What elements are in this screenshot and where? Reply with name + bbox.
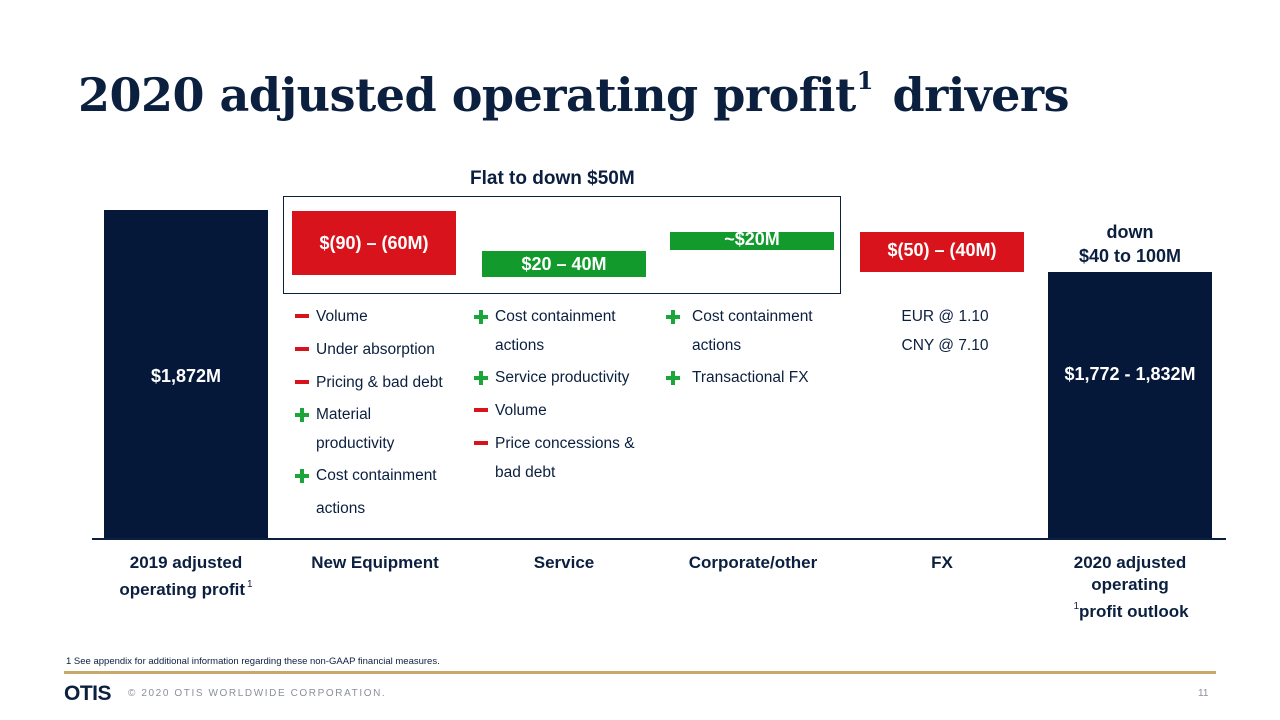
plus-icon xyxy=(666,310,680,324)
category-label-2019-line1: 2019 adjusted xyxy=(129,553,243,572)
plus-icon xyxy=(474,310,488,324)
driver-ne-cost-1: Cost containment xyxy=(316,467,437,484)
driver-ne-under-absorption: Under absorption xyxy=(316,341,435,358)
category-label-2019: 2019 adjusted operating profit 1 xyxy=(104,552,268,601)
page-title: 2020 adjusted operating profit1 drivers xyxy=(78,66,1070,122)
driver-corp-cost-2: actions xyxy=(692,337,742,354)
driver-ne-volume: Volume xyxy=(316,308,368,325)
driver-svc-productivity: Service productivity xyxy=(495,369,630,386)
bar-label-2020: $1,772 - 1,832M xyxy=(1064,364,1196,384)
driver-svc-cost-2: actions xyxy=(495,337,545,354)
driver-ne-cost-2: actions xyxy=(316,500,366,517)
plus-icon xyxy=(474,371,488,385)
title-footnote-marker: 1 xyxy=(856,66,874,95)
driver-ne-material-1: Material xyxy=(316,406,372,423)
plus-icon xyxy=(666,371,680,385)
driver-svc-price-2: bad debt xyxy=(495,464,556,481)
footnote: 1 See appendix for additional informatio… xyxy=(66,656,440,667)
bar-label-2019: $1,872M xyxy=(150,366,222,386)
minus-icon xyxy=(295,309,309,323)
chart-title: Flat to down $50M xyxy=(470,168,635,189)
driver-ne-material-2: productivity xyxy=(316,435,395,452)
driver-svc-price-1: Price concessions & xyxy=(495,435,635,452)
driver-svc-cost-1: Cost containment xyxy=(495,308,616,325)
driver-fx-eur: EUR @ 1.10 xyxy=(901,308,989,325)
minus-icon xyxy=(295,342,309,356)
footer-divider xyxy=(64,671,1216,674)
title-suffix: drivers xyxy=(892,68,1070,122)
bar-service xyxy=(482,251,646,277)
bar-label-corporate-other: ~$20M xyxy=(724,229,780,249)
category-label-2020: 2020 adjusted operating 1profit outlook xyxy=(1048,552,1212,623)
bar-label-service: $20 – 40M xyxy=(521,254,607,274)
chart-baseline xyxy=(92,538,1226,540)
category-label-2020-line3: profit outlook xyxy=(1079,602,1189,621)
bar-2020-outlook xyxy=(1048,272,1212,538)
plus-icon xyxy=(295,469,309,483)
bar-new-equipment xyxy=(292,211,456,275)
category-label-2020-line1: 2020 adjusted xyxy=(1073,553,1187,572)
annotation-range: $40 to 100M xyxy=(1078,246,1182,266)
category-label-fx: FX xyxy=(931,553,953,572)
minus-icon xyxy=(295,375,309,389)
bar-2019-total xyxy=(104,210,268,538)
otis-logo: OTIS xyxy=(64,682,112,705)
category-label-new-equipment: New Equipment xyxy=(311,553,439,572)
category-label-2019-footnote: 1 xyxy=(247,579,253,590)
minus-icon xyxy=(474,436,488,450)
category-label-2020-line2: operating xyxy=(1091,575,1169,594)
bar-label-fx: $(50) – (40M) xyxy=(887,240,997,260)
page-number: 11 xyxy=(1198,688,1209,699)
driver-fx-cny: CNY @ 7.10 xyxy=(901,337,989,354)
plus-icon xyxy=(295,408,309,422)
driver-ne-pricing: Pricing & bad debt xyxy=(316,374,443,391)
driver-corp-cost-1: Cost containment xyxy=(692,308,813,325)
bar-fx xyxy=(860,232,1024,272)
bar-label-new-equipment: $(90) – (60M) xyxy=(319,233,429,253)
category-label-corporate-other: Corporate/other xyxy=(688,553,818,572)
copyright: © 2020 OTIS WORLDWIDE CORPORATION. xyxy=(128,688,387,699)
category-label-service: Service xyxy=(533,553,595,572)
annotation-down: down xyxy=(1106,222,1154,242)
minus-icon xyxy=(474,403,488,417)
range-bracket xyxy=(283,196,841,294)
title-text: 2020 adjusted operating profit xyxy=(78,68,856,122)
category-label-2019-line2: operating profit xyxy=(119,580,246,599)
category-label-2020-footnote: 1 xyxy=(1073,601,1080,612)
driver-corp-transactional-fx: Transactional FX xyxy=(692,369,809,386)
driver-svc-volume: Volume xyxy=(495,402,547,419)
bar-corporate-other xyxy=(670,232,834,250)
